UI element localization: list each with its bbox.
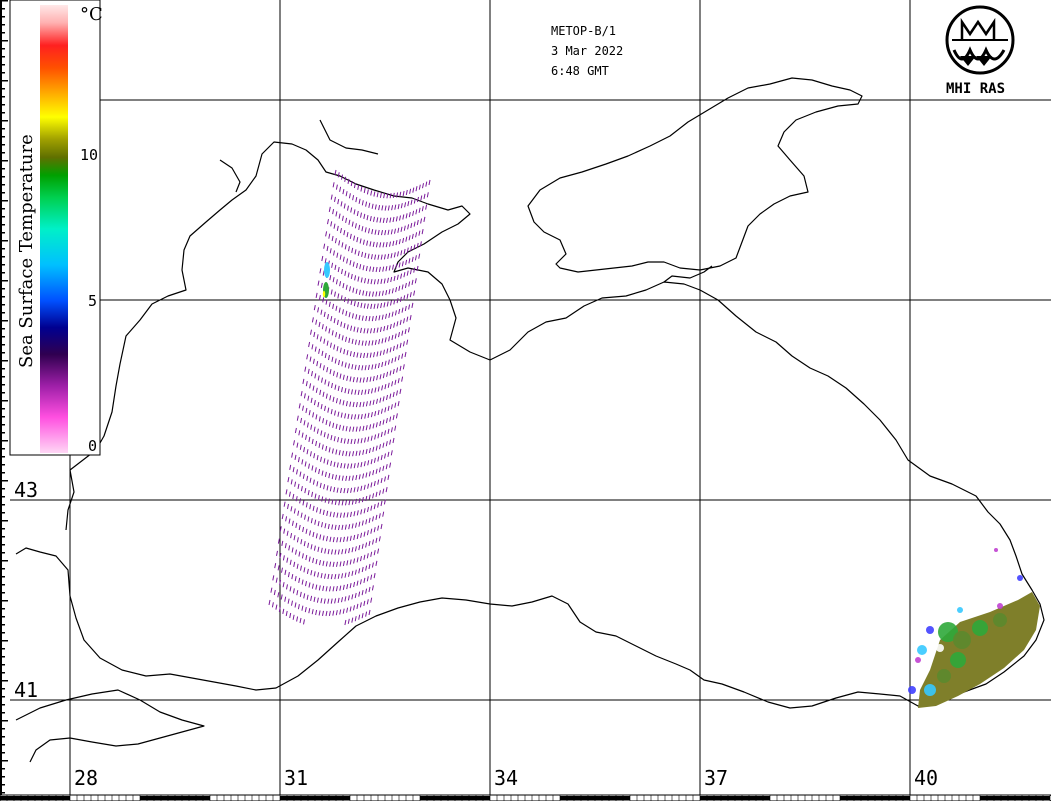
graticule (10, 0, 1051, 795)
mhi-ras-logo: MHI RAS (945, 5, 1015, 97)
coastline (15, 77, 1045, 763)
dnieper-estuary (319, 119, 379, 155)
lon-label-28: 28 (74, 766, 98, 790)
odessa-lakes (219, 159, 241, 193)
crimea-west-coast (65, 469, 75, 531)
lon-label-34: 34 (494, 766, 518, 790)
lat-label-41: 41 (14, 678, 38, 702)
lon-label-37: 37 (704, 766, 728, 790)
bosporus-area (15, 689, 205, 763)
pass-date: 3 Mar 2022 (551, 44, 623, 58)
legend-title: Sea Surface Temperature (16, 134, 37, 368)
satellite-swath (268, 169, 431, 626)
satellite-name: METOP-B/1 (551, 24, 616, 38)
bottom-border-ticks (0, 794, 1051, 801)
logo-text: MHI RAS (946, 81, 1005, 97)
legend-tick-10: 10 (80, 146, 98, 164)
legend-colorbar (40, 5, 68, 453)
kerch-coast (663, 265, 713, 283)
legend-tick-5: 5 (88, 292, 97, 310)
sst-data-patch (908, 548, 1040, 708)
lat-label-43: 43 (14, 478, 38, 502)
lon-label-40: 40 (914, 766, 938, 790)
legend-unit: °C (80, 4, 103, 25)
image-header: METOP-B/1 3 Mar 2022 6:48 GMT (551, 24, 623, 78)
left-border-ticks (0, 0, 8, 801)
black-sea-coast (15, 141, 1045, 709)
pass-time: 6:48 GMT (551, 64, 609, 78)
legend-tick-0: 0 (88, 437, 97, 455)
lon-label-31: 31 (284, 766, 308, 790)
sst-legend: °C 10 5 0 Sea Surface Temperature (9, 0, 103, 456)
azov-coast (527, 77, 863, 273)
